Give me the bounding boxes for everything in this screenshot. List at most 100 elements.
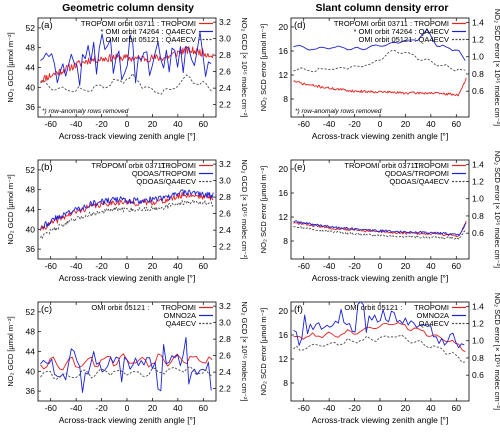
y-right-axis-label: NO₂ GCD [× 10¹⁵ molec cm⁻²] xyxy=(240,17,249,117)
y-right-tick-label: 1.2 xyxy=(472,35,484,45)
y-right-tick-label: 3.2 xyxy=(219,301,231,311)
x-tick-label: -60 xyxy=(45,261,58,271)
legend-heading: TROPOMI orbit 03711 : xyxy=(91,161,169,170)
y-tick-label: 48 xyxy=(26,185,36,195)
panel-annotation: *) row-anomaly rows removed xyxy=(295,108,382,115)
legend-label: QA4ECV xyxy=(419,319,449,328)
y-right-tick-label: 1.0 xyxy=(472,194,484,204)
y-right-tick-label: 0.6 xyxy=(472,370,484,380)
x-tick-label: 60 xyxy=(199,119,209,129)
y-right-tick-label: 2.4 xyxy=(219,367,231,377)
y-tick-label: 40 xyxy=(26,82,36,92)
y-right-tick-label: 2.4 xyxy=(219,83,231,93)
y-axis-label: NO₂ SCD error [µmol m⁻²] xyxy=(259,308,268,395)
x-tick-label: 0 xyxy=(125,261,130,271)
panel-label: (b) xyxy=(41,162,53,173)
series-line-2 xyxy=(40,199,214,239)
x-tick-label: -60 xyxy=(45,403,58,413)
y-axis-label: NO₂ GCD [µmol m⁻²] xyxy=(6,316,15,386)
panel-label: (e) xyxy=(294,162,306,173)
y-right-tick-label: 3.2 xyxy=(219,17,231,27)
legend-heading: OMI orbit 05121 : xyxy=(344,303,402,312)
legend-label: QDOAS/QA4ECV xyxy=(389,177,449,186)
legend-label: TROPOMI xyxy=(414,303,449,312)
x-tick-label: 0 xyxy=(378,261,383,271)
y-tick-label: 20 xyxy=(279,22,289,32)
x-tick-label: 60 xyxy=(199,403,209,413)
y-tick-label: 8 xyxy=(283,94,288,104)
legend-label: TROPOMI xyxy=(161,303,196,312)
legend-label: TROPOMI xyxy=(161,161,196,170)
series-group xyxy=(40,189,214,239)
x-tick-label: 40 xyxy=(173,261,183,271)
legend-label: QDOAS/TROPOMI xyxy=(132,169,196,178)
y-tick-label: 12 xyxy=(279,212,289,222)
series-group xyxy=(293,220,467,240)
x-tick-label: -40 xyxy=(70,403,83,413)
legend-label: * OMI orbit 74264 : QA4ECV xyxy=(354,27,449,36)
x-tick-label: -20 xyxy=(348,261,361,271)
y-tick-label: 16 xyxy=(279,46,289,56)
x-tick-label: 40 xyxy=(426,403,436,413)
y-tick-label: 36 xyxy=(26,244,36,254)
series-group xyxy=(293,302,466,363)
y-tick-label: 12 xyxy=(279,354,289,364)
x-tick-label: -60 xyxy=(298,119,311,129)
y-right-tick-label: 2.2 xyxy=(219,384,231,394)
y-right-tick-label: 3.0 xyxy=(219,176,231,186)
y-right-tick-label: 3.2 xyxy=(219,159,231,169)
panel-b: -60 -40 -20 0 20 40 60 36 40 44 48 52 2.2 2.4 2.6 2.8 3.… xyxy=(6,159,249,283)
y-right-tick-label: 1.4 xyxy=(472,159,484,169)
y-right-tick-label: 1.4 xyxy=(472,301,484,311)
y-tick-label: 44 xyxy=(26,63,36,73)
series-line-0 xyxy=(40,191,214,231)
y-right-tick-label: 2.6 xyxy=(219,209,231,219)
x-tick-label: -60 xyxy=(45,119,58,129)
y-right-axis-label: NO₂ SCD error [× 10¹⁵ molec cm⁻²] xyxy=(493,293,500,410)
x-tick-label: 40 xyxy=(173,119,183,129)
x-tick-label: -20 xyxy=(348,119,361,129)
x-tick-label: 40 xyxy=(426,119,436,129)
legend-label: TROPOMI xyxy=(414,161,449,170)
y-tick-label: 36 xyxy=(26,102,36,112)
x-tick-label: 20 xyxy=(401,119,411,129)
y-axis-label: NO₂ SCD error [µmol m⁻²] xyxy=(259,166,268,253)
series-line-2 xyxy=(40,73,213,95)
x-tick-label: 0 xyxy=(378,119,383,129)
x-tick-label: 0 xyxy=(378,403,383,413)
y-right-tick-label: 1.0 xyxy=(472,52,484,62)
column-title-right: Slant column density error xyxy=(315,2,448,14)
panel-annotation: *) row-anomaly rows removed xyxy=(42,108,129,115)
y-right-tick-label: 0.6 xyxy=(472,228,484,238)
x-tick-label: -20 xyxy=(95,261,108,271)
y-right-tick-label: 1.0 xyxy=(472,336,484,346)
y-tick-label: 40 xyxy=(26,224,36,234)
x-tick-label: 60 xyxy=(199,261,209,271)
series-line-2 xyxy=(293,49,466,73)
legend-label: OMI orbit 05121 : QA4ECV xyxy=(359,35,449,44)
panel-e: -60 -40 -20 0 20 40 60 8 12 16 20 0.6 0.8 1.0 1.2 1.4 Ac… xyxy=(259,151,500,283)
x-tick-label: 40 xyxy=(426,261,436,271)
legend-label: QA4ECV xyxy=(166,319,196,328)
y-tick-label: 16 xyxy=(279,188,289,198)
series-line-2 xyxy=(293,226,467,240)
panel-label: (a) xyxy=(41,20,53,31)
y-tick-label: 12 xyxy=(279,70,289,80)
x-tick-label: -40 xyxy=(323,119,336,129)
series-line-1 xyxy=(293,28,466,61)
x-tick-label: -40 xyxy=(70,119,83,129)
x-tick-label: -20 xyxy=(348,403,361,413)
x-axis-label: Across-track viewing zenith angle [°] xyxy=(59,273,196,283)
legend-heading: TROPOMI orbit 03711 : xyxy=(344,161,422,170)
x-axis-label: Across-track viewing zenith angle [°] xyxy=(312,131,449,141)
series-line-1 xyxy=(293,220,467,236)
y-axis-label: NO₂ GCD [µmol m⁻²] xyxy=(6,32,15,102)
x-tick-label: 0 xyxy=(125,403,130,413)
panel-label: (f) xyxy=(294,304,303,315)
y-right-tick-label: 2.2 xyxy=(219,100,231,110)
y-right-tick-label: 2.8 xyxy=(219,334,231,344)
x-tick-label: 20 xyxy=(401,261,411,271)
y-right-tick-label: 2.8 xyxy=(219,192,231,202)
panel-label: (c) xyxy=(41,304,52,315)
